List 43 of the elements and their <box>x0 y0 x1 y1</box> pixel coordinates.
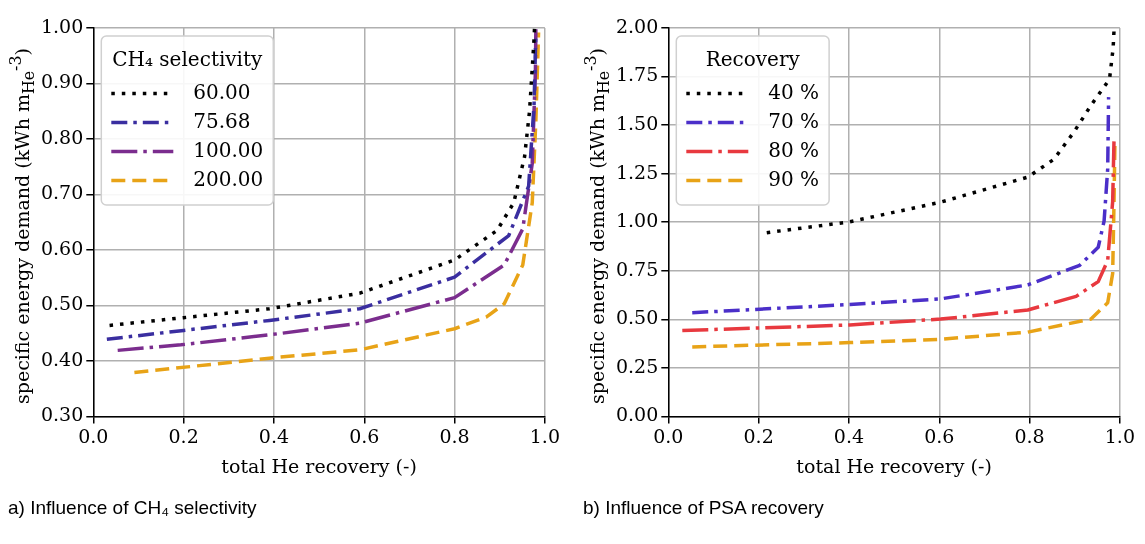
x-tick-label: 0.4 <box>258 424 290 447</box>
x-tick-label: 0.6 <box>924 424 955 447</box>
y-tick-label: 0.70 <box>40 181 84 204</box>
x-axis-title: total He recovery (-) <box>796 454 992 477</box>
legend-label: 200.00 <box>193 166 264 191</box>
legend-label: 90 % <box>768 166 820 191</box>
y-tick-label: 2.00 <box>615 14 659 37</box>
y-tick-label: 0.90 <box>40 70 84 93</box>
y-tick-label: 0.30 <box>40 403 84 426</box>
x-tick-label: 0.0 <box>78 424 109 447</box>
y-tick-label: 0.75 <box>615 257 659 280</box>
y-tick-label: 0.80 <box>40 125 84 148</box>
y-tick-label: 0.60 <box>40 236 84 259</box>
x-axis-title: total He recovery (-) <box>221 454 417 477</box>
legend-label: 60.00 <box>193 79 251 104</box>
y-tick-label: 0.00 <box>615 403 659 426</box>
y-tick-label: 1.50 <box>615 112 659 135</box>
y-tick-label: 0.40 <box>40 347 84 370</box>
y-tick-label: 0.50 <box>615 306 659 329</box>
legend-title: Recovery <box>705 46 801 71</box>
y-tick-label: 0.25 <box>615 354 659 377</box>
text: b) Influence of PSA recovery <box>583 497 825 519</box>
y-tick-label: 1.00 <box>40 14 84 37</box>
legend-title: CH₄ selectivity <box>112 46 264 71</box>
y-tick-label: 1.00 <box>615 209 659 232</box>
legend-label: 75.68 <box>193 108 251 133</box>
legend-label: 100.00 <box>193 137 264 162</box>
x-tick-label: 0.2 <box>168 424 199 447</box>
x-tick-label: 0.8 <box>1014 424 1045 447</box>
x-tick-label: 0.4 <box>833 424 865 447</box>
x-tick-label: 1.0 <box>529 424 560 447</box>
x-tick-label: 1.0 <box>1104 424 1135 447</box>
legend-label: 80 % <box>768 137 820 162</box>
x-tick-label: 0.0 <box>653 424 684 447</box>
x-tick-label: 0.2 <box>743 424 774 447</box>
y-tick-label: 0.50 <box>40 292 84 315</box>
y-tick-label: 1.75 <box>615 63 659 86</box>
x-tick-label: 0.8 <box>439 424 470 447</box>
y-tick-label: 1.25 <box>615 160 659 183</box>
text: a) Influence of CH₄ selectivity <box>8 497 258 519</box>
x-tick-label: 0.6 <box>349 424 380 447</box>
legend-label: 70 % <box>768 108 820 133</box>
legend-label: 40 % <box>768 79 820 104</box>
